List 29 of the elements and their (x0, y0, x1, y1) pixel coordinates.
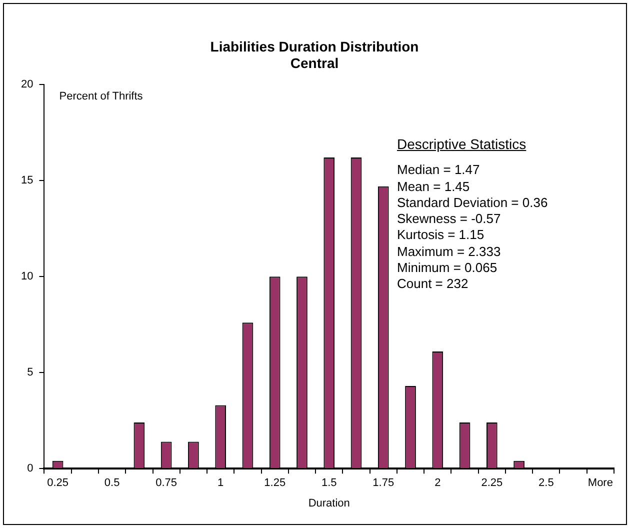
x-tick-label: 1.25 (264, 477, 286, 490)
annotation: Minimum = 0.065 (397, 260, 498, 276)
chart-title: Liabilities Duration Distribution (210, 38, 419, 54)
x-tick-label: 1.75 (372, 477, 394, 490)
x-axis-title: Duration (308, 497, 350, 510)
annotation: Skewness = -0.57 (397, 211, 502, 228)
x-tick-label: 1 (218, 477, 224, 490)
annotation: Kurtosis = 1.15 (397, 227, 486, 244)
y-tick-label: 20 (20, 78, 34, 91)
x-tick-label: 0.75 (156, 477, 178, 490)
annotation: Descriptive Statistics (397, 136, 528, 152)
y-tick-label: 0 (27, 462, 34, 475)
y-tick-label: 10 (20, 270, 34, 283)
annotation: Standard Deviation = 0.36 (397, 194, 548, 212)
y-tick-label: 5 (27, 366, 34, 379)
x-tick-label: 2.25 (481, 477, 503, 490)
annotation: Mean = 1.45 (397, 178, 471, 195)
chart-subtitle: Central (290, 55, 339, 72)
x-tick-label: 2.5 (538, 477, 554, 490)
annotation: Median = 1.47 (397, 162, 481, 179)
y-axis-title: Percent of Thrifts (59, 90, 144, 103)
x-tick-label: 0.5 (104, 477, 120, 490)
annotation: Count = 232 (397, 276, 470, 293)
annotation: Maximum = 2.333 (397, 244, 502, 260)
y-tick-label: 15 (20, 174, 34, 187)
x-tick-label: 2 (434, 477, 441, 490)
x-tick-label: 1.5 (321, 477, 337, 490)
x-tick-label: More (588, 477, 613, 490)
x-tick-label: 0.25 (47, 477, 69, 490)
